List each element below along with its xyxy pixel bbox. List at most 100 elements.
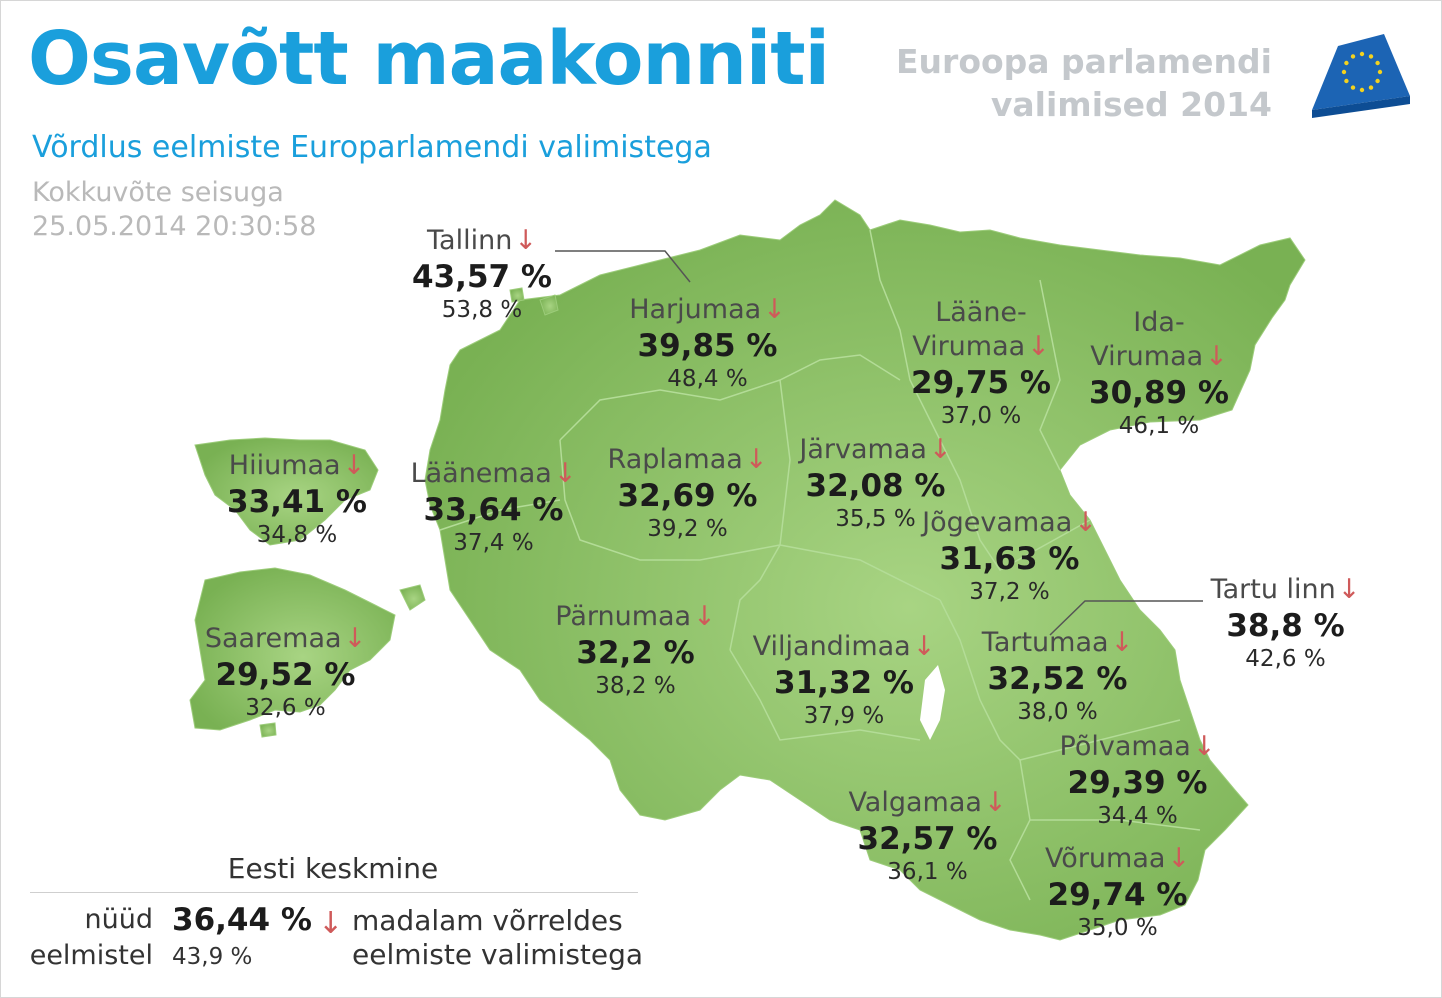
region-name-text: Hiiumaa <box>228 450 341 481</box>
region-valgamaa: Valgamaa↓ 32,57 % 36,1 % <box>840 786 1015 886</box>
region-polvamaa: Põlvamaa↓ 29,39 % 34,4 % <box>1050 730 1225 830</box>
region-viljandimaa: Viljandimaa↓ 31,32 % 37,9 % <box>744 630 944 730</box>
county-border <box>559 439 781 561</box>
region-laane-virumaa: Lääne- Virumaa↓ 29,75 % 37,0 % <box>906 296 1056 430</box>
region-name-text: Raplamaa <box>607 444 743 475</box>
turnout-now: 33,64 % <box>423 492 564 528</box>
eu-star-icon <box>1368 85 1374 90</box>
region-name-text: Tallinn <box>427 225 513 256</box>
turnout-previous: 34,4 % <box>1097 803 1178 829</box>
turnout-previous: 34,8 % <box>256 522 338 548</box>
turnout-now: 31,63 % <box>939 541 1080 577</box>
tallinn-leader-line <box>555 250 691 283</box>
region-name: Jõgevamaa↓ <box>912 506 1107 540</box>
county-border <box>869 229 941 441</box>
average-prev-label: eelmistel <box>29 940 153 971</box>
region-name-text: Pärnumaa <box>555 601 692 632</box>
region-name: Viljandimaa↓ <box>744 630 944 664</box>
eu-star-icon <box>1368 54 1374 59</box>
eu-star-icon <box>1344 78 1349 84</box>
turnout-previous: 37,9 % <box>803 703 885 729</box>
down-arrow-icon: ↓ <box>744 444 768 475</box>
county-border <box>1030 819 1201 831</box>
election-title-line2: valimised 2014 <box>990 85 1272 124</box>
region-name-text: Võrumaa <box>1044 843 1166 874</box>
down-arrow-icon: ↓ <box>912 631 936 662</box>
turnout-now: 30,89 % <box>1089 375 1229 411</box>
region-vorumaa: Võrumaa↓ 29,74 % 35,0 % <box>1030 842 1205 942</box>
county-border <box>439 499 561 531</box>
turnout-now: 33,41 % <box>227 484 367 520</box>
region-name-text: Valgamaa <box>848 787 982 818</box>
down-arrow-icon: ↓ <box>1074 507 1097 538</box>
legend-text: madalam võrreldes eelmiste valimistega <box>352 904 643 972</box>
region-name: Läänemaa↓ <box>406 457 581 491</box>
county-border <box>729 649 921 741</box>
turnout-previous: 35,0 % <box>1077 915 1158 941</box>
county-border <box>729 379 791 651</box>
region-jarvamaa: Järvamaa↓ 32,08 % 35,5 % <box>788 433 963 533</box>
region-laanemaa: Läänemaa↓ 33,64 % 37,4 % <box>406 457 581 557</box>
region-hiiumaa: Hiiumaa↓ 33,41 % 34,8 % <box>222 449 372 549</box>
turnout-previous: 37,0 % <box>940 403 1022 429</box>
county-border <box>939 439 1091 571</box>
turnout-now: 32,08 % <box>805 468 946 504</box>
region-harjumaa: Harjumaa↓ 39,85 % 48,4 % <box>620 293 795 393</box>
eu-star-icon <box>1375 78 1380 84</box>
region-name: Harjumaa↓ <box>620 293 795 327</box>
down-arrow-icon: ↓ <box>693 601 716 632</box>
region-name: Lääne- Virumaa↓ <box>906 296 1056 364</box>
eu-star-icon <box>1350 54 1356 59</box>
region-name-text: Tartumaa <box>981 627 1109 658</box>
turnout-previous: 36,1 % <box>887 859 968 885</box>
timestamp-label: Kokkuvõte seisuga <box>32 177 284 208</box>
turnout-previous: 37,2 % <box>969 579 1050 605</box>
islet-shape <box>509 287 525 303</box>
islet-shape <box>539 294 559 316</box>
region-tartumaa: Tartumaa↓ 32,52 % 38,0 % <box>970 626 1145 726</box>
tartu-leader-line <box>1049 600 1203 636</box>
region-name-text: Tartu linn <box>1210 574 1336 605</box>
down-arrow-icon: ↓ <box>1027 331 1050 362</box>
turnout-now: 38,8 % <box>1226 608 1345 644</box>
region-name: Tartu linn↓ <box>1198 573 1373 607</box>
eu-star-icon <box>1375 60 1380 66</box>
eu-ballot-box-icon <box>1312 34 1410 118</box>
turnout-now: 32,52 % <box>987 661 1128 697</box>
eu-star-icon <box>1344 60 1349 66</box>
saaremaa-shape <box>189 567 396 731</box>
mainland-shape <box>424 199 1306 941</box>
down-arrow-icon: ↓ <box>1192 731 1216 762</box>
islet-shape <box>259 722 277 738</box>
region-name-text: Läänemaa <box>410 458 552 489</box>
region-name: Ida- Virumaa↓ <box>1084 306 1234 374</box>
turnout-previous: 48,4 % <box>667 366 748 392</box>
region-name: Tartumaa↓ <box>970 626 1145 660</box>
down-arrow-icon: ↓ <box>343 623 367 654</box>
down-arrow-icon: ↓ <box>1110 627 1134 658</box>
region-tallinn: Tallinn↓ 43,57 % 53,8 % <box>412 224 552 324</box>
region-name-text: Jõgevamaa <box>922 507 1073 538</box>
turnout-previous: 35,5 % <box>835 506 916 532</box>
turnout-now: 32,69 % <box>617 478 758 514</box>
turnout-now: 39,85 % <box>637 328 778 364</box>
hiiumaa-shape <box>194 437 379 546</box>
legend-line2: eelmiste valimistega <box>352 938 644 971</box>
down-arrow-icon: ↓ <box>1205 341 1228 372</box>
down-arrow-icon: ↓ <box>553 458 577 489</box>
page-subtitle: Võrdlus eelmiste Europarlamendi valimist… <box>32 130 712 165</box>
turnout-previous: 38,2 % <box>595 673 676 699</box>
average-prev-value: 43,9 % <box>172 944 253 970</box>
turnout-previous: 38,0 % <box>1017 699 1098 725</box>
turnout-now: 32,2 % <box>576 635 695 671</box>
turnout-now: 32,57 % <box>857 821 998 857</box>
region-name: Valgamaa↓ <box>840 786 1015 820</box>
down-arrow-icon: ↓ <box>928 434 952 465</box>
turnout-previous: 46,1 % <box>1118 413 1200 439</box>
region-name-text: Viljandimaa <box>752 631 911 662</box>
lake-vortsjarv <box>920 665 945 740</box>
average-divider <box>30 892 638 893</box>
timestamp-value: 25.05.2014 20:30:58 <box>32 211 317 242</box>
down-arrow-icon: ↓ <box>763 294 786 325</box>
